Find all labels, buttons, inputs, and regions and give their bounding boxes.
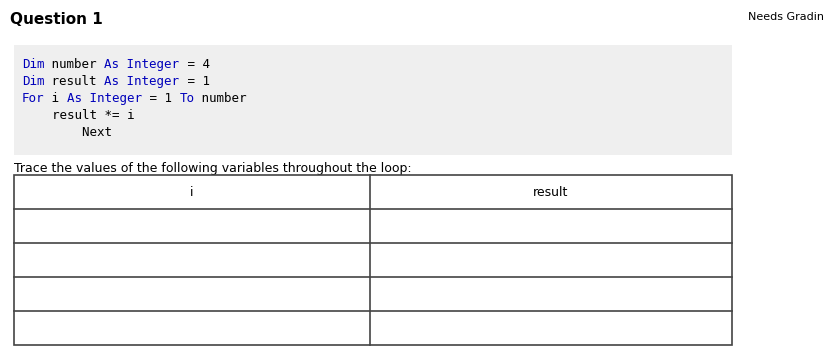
- Text: result: result: [533, 186, 568, 199]
- Text: = 1: = 1: [141, 92, 179, 105]
- Text: number: number: [45, 58, 104, 71]
- Text: Trace the values of the following variables throughout the loop:: Trace the values of the following variab…: [14, 162, 411, 175]
- Text: = 4: = 4: [179, 58, 209, 71]
- Text: Question 1: Question 1: [10, 12, 103, 27]
- Text: i: i: [45, 92, 67, 105]
- Text: Dim: Dim: [22, 75, 45, 88]
- Text: As Integer: As Integer: [104, 58, 179, 71]
- Text: Next: Next: [22, 126, 112, 139]
- Text: As Integer: As Integer: [104, 75, 179, 88]
- Bar: [14, 45, 731, 155]
- Text: i: i: [190, 186, 194, 199]
- Text: result *= i: result *= i: [22, 109, 134, 122]
- Text: result: result: [45, 75, 104, 88]
- Text: Dim: Dim: [22, 58, 45, 71]
- Text: number: number: [194, 92, 246, 105]
- Text: = 1: = 1: [179, 75, 209, 88]
- Text: For: For: [22, 92, 45, 105]
- Text: Needs Gradin: Needs Gradin: [747, 12, 823, 22]
- Text: As Integer: As Integer: [67, 92, 141, 105]
- Text: To: To: [179, 92, 194, 105]
